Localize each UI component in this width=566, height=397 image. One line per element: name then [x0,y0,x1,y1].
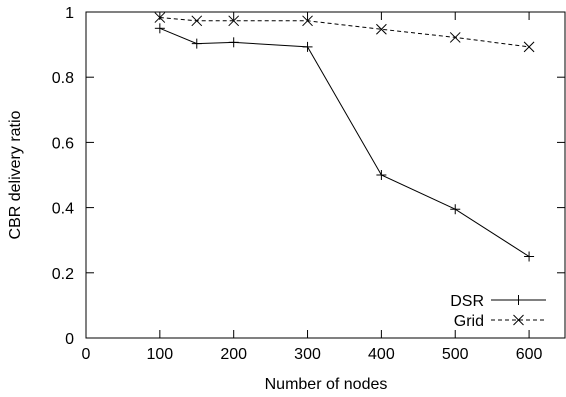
tick-marks [85,11,565,339]
data-point [376,23,387,35]
series-layer [154,12,535,262]
data-point [154,23,165,34]
x-tick-label: 300 [294,346,321,363]
x-tick-label: 200 [220,346,247,363]
data-point [228,15,240,27]
x-tick-label: 100 [146,346,173,363]
plus-marker [513,295,524,305]
x-tick-label: 0 [82,346,91,363]
y-tick-label: 0.6 [52,135,74,152]
legend: DSR Grid [450,293,546,330]
x-tick-label: 500 [442,346,469,363]
data-point [524,251,535,262]
legend-item: DSR [450,293,546,310]
data-point [191,38,202,49]
series-line [159,27,530,257]
data-point [302,15,313,27]
legend-label: DSR [450,293,484,310]
data-point [450,204,461,215]
x-tick-label: 600 [516,346,543,363]
y-tick-label: 1 [65,5,74,22]
series-grid [154,12,535,53]
y-tick-label: 0 [65,331,74,348]
x-axis-label: Number of nodes [265,376,388,393]
x-tick-label: 400 [368,346,395,363]
plot-border [85,11,566,339]
legend-item: Grid [454,313,546,330]
y-tick-label: 0.4 [52,201,74,218]
data-point [228,37,239,48]
cross-marker [513,314,524,326]
y-axis-label: CBR delivery ratio [7,110,24,239]
series-dsr [154,23,535,262]
y-tick-label: 0.8 [52,70,74,87]
legend-label: Grid [454,313,484,330]
data-point [376,170,387,180]
plot-frame [85,11,566,339]
data-point [191,15,203,27]
data-point [154,12,166,23]
y-tick-label: 0.2 [52,266,74,283]
data-point [449,32,461,43]
data-point [523,41,535,53]
data-point [302,41,313,52]
tick-labels: 0 100 200 300 400 500 600 0 0.2 0.4 0.6 0.8 1 [52,5,543,363]
